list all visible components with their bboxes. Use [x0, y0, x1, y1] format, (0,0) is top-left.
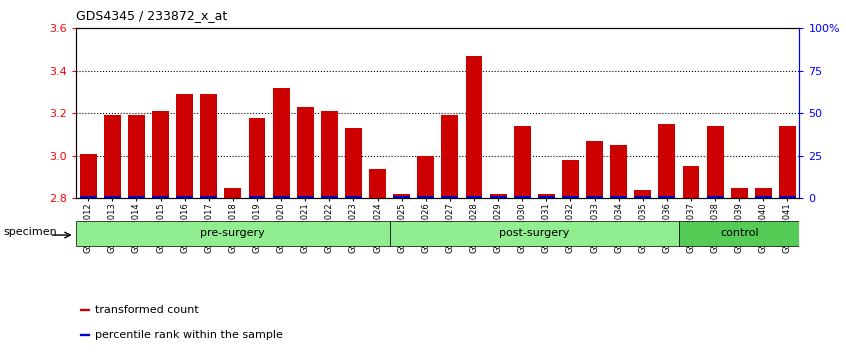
Bar	[201, 196, 217, 198]
Bar	[779, 126, 796, 198]
Bar	[249, 118, 266, 198]
Bar	[321, 111, 338, 198]
Bar	[224, 188, 241, 198]
Bar	[538, 196, 555, 198]
Bar	[80, 196, 96, 198]
Bar	[779, 196, 796, 198]
Bar	[104, 115, 121, 198]
Bar	[128, 115, 145, 198]
Bar	[562, 196, 579, 198]
Bar	[490, 196, 507, 198]
FancyBboxPatch shape	[76, 221, 389, 246]
Bar	[634, 190, 651, 198]
Bar	[272, 196, 289, 198]
Bar	[586, 196, 603, 198]
Bar	[393, 194, 410, 198]
FancyBboxPatch shape	[678, 221, 799, 246]
Bar	[176, 94, 193, 198]
Bar	[755, 188, 772, 198]
Bar	[706, 196, 723, 198]
Bar	[514, 126, 530, 198]
Bar	[634, 196, 651, 198]
Text: post-surgery: post-surgery	[499, 228, 569, 238]
Bar	[80, 334, 89, 335]
Bar	[442, 196, 459, 198]
Bar	[104, 196, 121, 198]
Bar	[514, 196, 530, 198]
Bar	[610, 145, 627, 198]
Bar	[345, 196, 362, 198]
Bar	[465, 56, 482, 198]
Bar	[417, 196, 434, 198]
Bar	[442, 115, 459, 198]
Text: transformed count: transformed count	[95, 305, 199, 315]
Bar	[586, 141, 603, 198]
Text: pre-surgery: pre-surgery	[201, 228, 266, 238]
Bar	[201, 94, 217, 198]
Bar	[297, 196, 314, 198]
Bar	[369, 169, 386, 198]
Bar	[610, 196, 627, 198]
Bar	[80, 154, 96, 198]
Text: specimen: specimen	[3, 227, 58, 237]
Bar	[128, 196, 145, 198]
Bar	[706, 126, 723, 198]
Bar	[658, 124, 675, 198]
Bar	[731, 188, 748, 198]
Bar	[321, 196, 338, 198]
Bar	[755, 196, 772, 198]
Text: percentile rank within the sample: percentile rank within the sample	[95, 330, 283, 339]
Bar	[658, 196, 675, 198]
Bar	[683, 166, 700, 198]
Bar	[152, 196, 169, 198]
Bar	[249, 196, 266, 198]
Bar	[562, 160, 579, 198]
Bar	[80, 309, 89, 310]
Text: GDS4345 / 233872_x_at: GDS4345 / 233872_x_at	[76, 9, 228, 22]
Bar	[465, 196, 482, 198]
Bar	[297, 107, 314, 198]
Bar	[393, 196, 410, 198]
Text: control: control	[720, 228, 759, 238]
Bar	[176, 196, 193, 198]
Bar	[490, 194, 507, 198]
Bar	[345, 128, 362, 198]
Bar	[417, 156, 434, 198]
Bar	[152, 111, 169, 198]
Bar	[272, 88, 289, 198]
Bar	[538, 194, 555, 198]
FancyBboxPatch shape	[389, 221, 678, 246]
